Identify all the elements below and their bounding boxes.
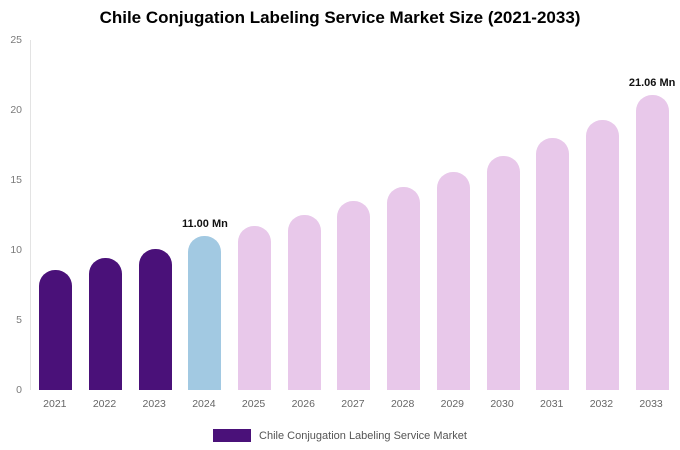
bar-anchor [337, 201, 371, 390]
y-tick-label: 15 [10, 174, 22, 186]
bar-anchor [287, 215, 321, 390]
bar-column-2028 [379, 40, 429, 390]
y-tick-label: 25 [10, 34, 22, 46]
bar-column-2025 [230, 40, 280, 390]
bar-column-2033: 21.06 Mn [627, 40, 677, 390]
bar-2022 [89, 258, 123, 390]
bars: 11.00 Mn 21.06 Mn [31, 40, 677, 390]
x-tick-label-2024: 2024 [192, 398, 216, 410]
bar-column-2026 [279, 40, 329, 390]
x-tick-label-2031: 2031 [540, 398, 564, 410]
bar-anchor [387, 187, 421, 390]
bar-anchor [436, 172, 470, 390]
legend: Chile Conjugation Labeling Service Marke… [0, 429, 680, 442]
x-tick-label-2025: 2025 [241, 398, 266, 410]
bar-2030 [486, 156, 520, 390]
bar-2021 [39, 269, 73, 390]
x-tick-label-2027: 2027 [341, 398, 365, 410]
y-tick-label: 5 [16, 314, 22, 326]
bar-value-label: 21.06 Mn [628, 77, 676, 90]
bar-anchor [585, 119, 619, 390]
bar-column-2027 [329, 40, 379, 390]
y-tick-label: 20 [10, 104, 22, 116]
x-axis: 2021 2022 2023 2024 2025 2026 2027 2028 2029 2030… [30, 398, 676, 410]
bar-column-2029 [429, 40, 479, 390]
bar-2031 [536, 138, 570, 390]
x-tick-label-2030: 2030 [490, 398, 514, 410]
bar-2025 [238, 226, 272, 390]
bar-column-2030 [478, 40, 528, 390]
x-tick-label-2033: 2033 [639, 398, 663, 410]
bar-anchor [89, 258, 123, 390]
y-tick-label: 10 [10, 244, 22, 256]
x-tick-label-2021: 2021 [43, 398, 67, 410]
legend-swatch-icon [213, 429, 252, 442]
bar-anchor [486, 156, 520, 390]
bar-2024 [188, 236, 222, 390]
x-tick-label-2028: 2028 [390, 398, 415, 410]
bar-column-2032 [578, 40, 628, 390]
bar-anchor: 21.06 Mn [629, 77, 675, 390]
bar-2023 [138, 248, 172, 390]
bar-anchor [39, 269, 73, 390]
bar-value-label: 11.00 Mn [181, 218, 228, 230]
bar-anchor [138, 248, 172, 390]
bar-column-2021 [31, 40, 81, 390]
bar-column-2031 [528, 40, 578, 390]
x-tick-label-2029: 2029 [440, 398, 465, 410]
bar-2032 [585, 119, 619, 390]
bar-column-2023 [130, 40, 180, 390]
bar-2026 [287, 215, 321, 390]
y-axis: 0 5 10 15 20 25 [0, 34, 26, 396]
x-tick-label-2026: 2026 [291, 398, 315, 410]
x-tick-label-2032: 2032 [589, 398, 614, 410]
bar-2029 [436, 172, 470, 390]
y-tick-label: 0 [16, 384, 22, 396]
bar-2027 [337, 201, 371, 390]
bar-column-2022 [81, 40, 131, 390]
bar-2033 [635, 95, 669, 390]
bar-2028 [387, 187, 421, 390]
bar-anchor [536, 138, 570, 390]
chart-title: Chile Conjugation Labeling Service Marke… [99, 8, 581, 27]
legend-label: Chile Conjugation Labeling Service Marke… [259, 429, 467, 442]
bar-column-2024: 11.00 Mn [180, 40, 230, 390]
plot-area: 11.00 Mn 21.06 Mn [30, 40, 677, 390]
x-tick-label-2023: 2023 [142, 398, 166, 410]
bar-anchor: 11.00 Mn [182, 218, 228, 390]
x-tick-label-2022: 2022 [92, 398, 117, 410]
bar-anchor [238, 226, 272, 390]
